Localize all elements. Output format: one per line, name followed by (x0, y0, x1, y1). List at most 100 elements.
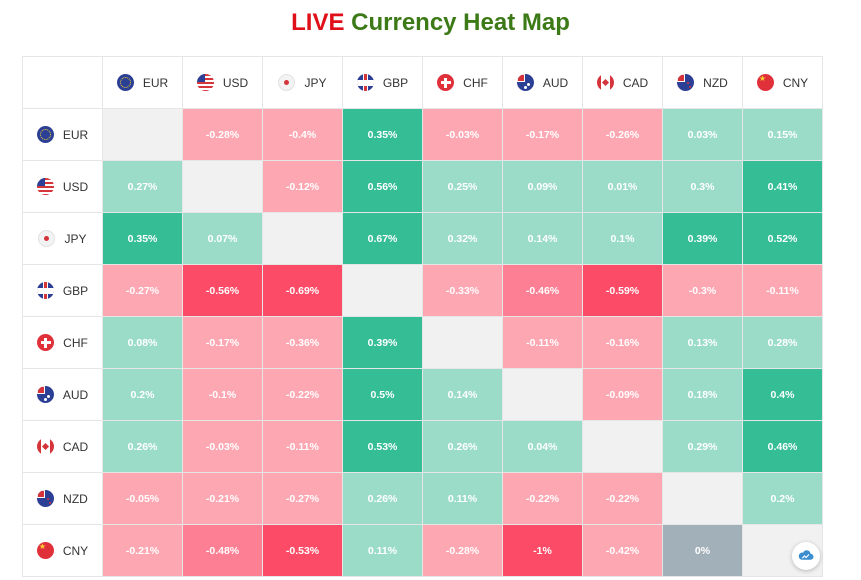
table-row: USD 0.27% -0.12% 0.56% 0.25% 0.09% 0.01% 0.3% 0.… (23, 161, 823, 213)
heat-map-grid: EURUSDJPYGBPCHFAUDCADNZDCNYEUR-0.28%-0.4… (22, 56, 823, 577)
heat-cell-gbp-usd[interactable]: -0.56% (183, 265, 263, 317)
cny-flag-icon (756, 74, 774, 91)
heat-cell-chf-jpy[interactable]: -0.36% (263, 317, 343, 369)
heat-cell-chf-eur[interactable]: 0.08% (103, 317, 183, 369)
heat-cell-chf-usd[interactable]: -0.17% (183, 317, 263, 369)
heat-cell-aud-eur[interactable]: 0.2% (103, 369, 183, 421)
heat-cell-cny-gbp[interactable]: 0.11% (343, 525, 423, 577)
table-row: AUD 0.2% -0.1% -0.22% 0.5% 0.14% -0.09% 0.18% 0.… (23, 369, 823, 421)
heat-cell-gbp-jpy[interactable]: -0.69% (263, 265, 343, 317)
cad-flag-icon (596, 74, 614, 91)
heat-cell-cad-cny[interactable]: 0.46% (743, 421, 823, 473)
heat-cell-nzd-aud[interactable]: -0.22% (503, 473, 583, 525)
heat-cell-eur-cad[interactable]: -0.26% (583, 109, 663, 161)
heat-cell-nzd-eur[interactable]: -0.05% (103, 473, 183, 525)
heat-cell-usd-cad[interactable]: 0.01% (583, 161, 663, 213)
heat-cell-jpy-cny[interactable]: 0.52% (743, 213, 823, 265)
heat-cell-cny-chf[interactable]: -0.28% (423, 525, 503, 577)
heat-cell-eur-chf[interactable]: -0.03% (423, 109, 503, 161)
heat-cell-eur-usd[interactable]: -0.28% (183, 109, 263, 161)
heat-cell-aud-cny[interactable]: 0.4% (743, 369, 823, 421)
heat-cell-usd-eur[interactable]: 0.27% (103, 161, 183, 213)
title-text: Currency Heat Map (351, 9, 570, 36)
heat-cell-eur-gbp[interactable]: 0.35% (343, 109, 423, 161)
row-header-gbp: GBP (23, 265, 103, 317)
heat-cell-gbp-chf[interactable]: -0.33% (423, 265, 503, 317)
heat-cell-cad-chf[interactable]: 0.26% (423, 421, 503, 473)
heat-cell-eur-aud[interactable]: -0.17% (503, 109, 583, 161)
heat-cell-eur-cny[interactable]: 0.15% (743, 109, 823, 161)
eur-flag-icon (116, 74, 134, 91)
heat-cell-aud-chf[interactable]: 0.14% (423, 369, 503, 421)
table-row: CHF 0.08% -0.17% -0.36% 0.39% -0.11% -0.16% 0.1… (23, 317, 823, 369)
heat-cell-cad-eur[interactable]: 0.26% (103, 421, 183, 473)
currency-code: EUR (62, 127, 89, 142)
currency-code: AUD (62, 387, 89, 402)
heat-cell-cad-aud[interactable]: 0.04% (503, 421, 583, 473)
heat-cell-cad-jpy[interactable]: -0.11% (263, 421, 343, 473)
heat-cell-chf-cad[interactable]: -0.16% (583, 317, 663, 369)
heat-cell-cad-gbp[interactable]: 0.53% (343, 421, 423, 473)
heat-cell-cad-nzd[interactable]: 0.29% (663, 421, 743, 473)
heat-cell-nzd-gbp[interactable]: 0.26% (343, 473, 423, 525)
heat-cell-chf-gbp[interactable]: 0.39% (343, 317, 423, 369)
diagonal-cell (583, 421, 663, 473)
aud-flag-icon (516, 74, 534, 91)
heat-cell-aud-usd[interactable]: -0.1% (183, 369, 263, 421)
heat-cell-cny-jpy[interactable]: -0.53% (263, 525, 343, 577)
currency-code: NZD (63, 491, 88, 506)
heat-cell-jpy-nzd[interactable]: 0.39% (663, 213, 743, 265)
heat-cell-cny-usd[interactable]: -0.48% (183, 525, 263, 577)
heat-cell-jpy-chf[interactable]: 0.32% (423, 213, 503, 265)
watermark-logo[interactable] (792, 542, 820, 570)
heat-cell-usd-nzd[interactable]: 0.3% (663, 161, 743, 213)
currency-code: CAD (622, 75, 649, 90)
heat-cell-usd-cny[interactable]: 0.41% (743, 161, 823, 213)
heat-cell-gbp-eur[interactable]: -0.27% (103, 265, 183, 317)
heat-cell-cny-cad[interactable]: -0.42% (583, 525, 663, 577)
heat-cell-chf-aud[interactable]: -0.11% (503, 317, 583, 369)
table-row: EUR -0.28% -0.4% 0.35% -0.03% -0.17% -0.26% 0.0… (23, 109, 823, 161)
cny-flag-icon (36, 542, 54, 559)
heat-cell-usd-gbp[interactable]: 0.56% (343, 161, 423, 213)
heat-cell-chf-cny[interactable]: 0.28% (743, 317, 823, 369)
heat-cell-cad-usd[interactable]: -0.03% (183, 421, 263, 473)
heat-cell-cny-nzd[interactable]: 0% (663, 525, 743, 577)
row-header-chf: CHF (23, 317, 103, 369)
usd-flag-icon (196, 74, 214, 91)
heat-cell-jpy-eur[interactable]: 0.35% (103, 213, 183, 265)
heat-cell-gbp-cny[interactable]: -0.11% (743, 265, 823, 317)
heat-cell-nzd-cny[interactable]: 0.2% (743, 473, 823, 525)
heat-cell-cny-aud[interactable]: -1% (503, 525, 583, 577)
heat-cell-gbp-cad[interactable]: -0.59% (583, 265, 663, 317)
heat-cell-nzd-usd[interactable]: -0.21% (183, 473, 263, 525)
corner-cell (23, 57, 103, 109)
heat-cell-gbp-aud[interactable]: -0.46% (503, 265, 583, 317)
heat-cell-aud-gbp[interactable]: 0.5% (343, 369, 423, 421)
heat-cell-nzd-jpy[interactable]: -0.27% (263, 473, 343, 525)
heat-cell-jpy-cad[interactable]: 0.1% (583, 213, 663, 265)
currency-code: EUR (142, 75, 169, 90)
heat-cell-aud-jpy[interactable]: -0.22% (263, 369, 343, 421)
column-header-gbp: GBP (343, 57, 423, 109)
page-title: LIVE Currency Heat Map (0, 8, 861, 38)
gbp-flag-icon (356, 74, 374, 91)
heat-cell-aud-cad[interactable]: -0.09% (583, 369, 663, 421)
heat-cell-eur-nzd[interactable]: 0.03% (663, 109, 743, 161)
heat-cell-jpy-aud[interactable]: 0.14% (503, 213, 583, 265)
heat-cell-cny-eur[interactable]: -0.21% (103, 525, 183, 577)
heat-cell-aud-nzd[interactable]: 0.18% (663, 369, 743, 421)
heat-cell-usd-chf[interactable]: 0.25% (423, 161, 503, 213)
heat-cell-gbp-nzd[interactable]: -0.3% (663, 265, 743, 317)
heat-cell-usd-jpy[interactable]: -0.12% (263, 161, 343, 213)
heat-cell-usd-aud[interactable]: 0.09% (503, 161, 583, 213)
heat-cell-nzd-chf[interactable]: 0.11% (423, 473, 503, 525)
column-header-eur: EUR (103, 57, 183, 109)
heat-cell-jpy-gbp[interactable]: 0.67% (343, 213, 423, 265)
heat-cell-eur-jpy[interactable]: -0.4% (263, 109, 343, 161)
heat-cell-jpy-usd[interactable]: 0.07% (183, 213, 263, 265)
nzd-flag-icon (37, 490, 55, 507)
heat-cell-nzd-cad[interactable]: -0.22% (583, 473, 663, 525)
eur-flag-icon (36, 126, 54, 143)
heat-cell-chf-nzd[interactable]: 0.13% (663, 317, 743, 369)
